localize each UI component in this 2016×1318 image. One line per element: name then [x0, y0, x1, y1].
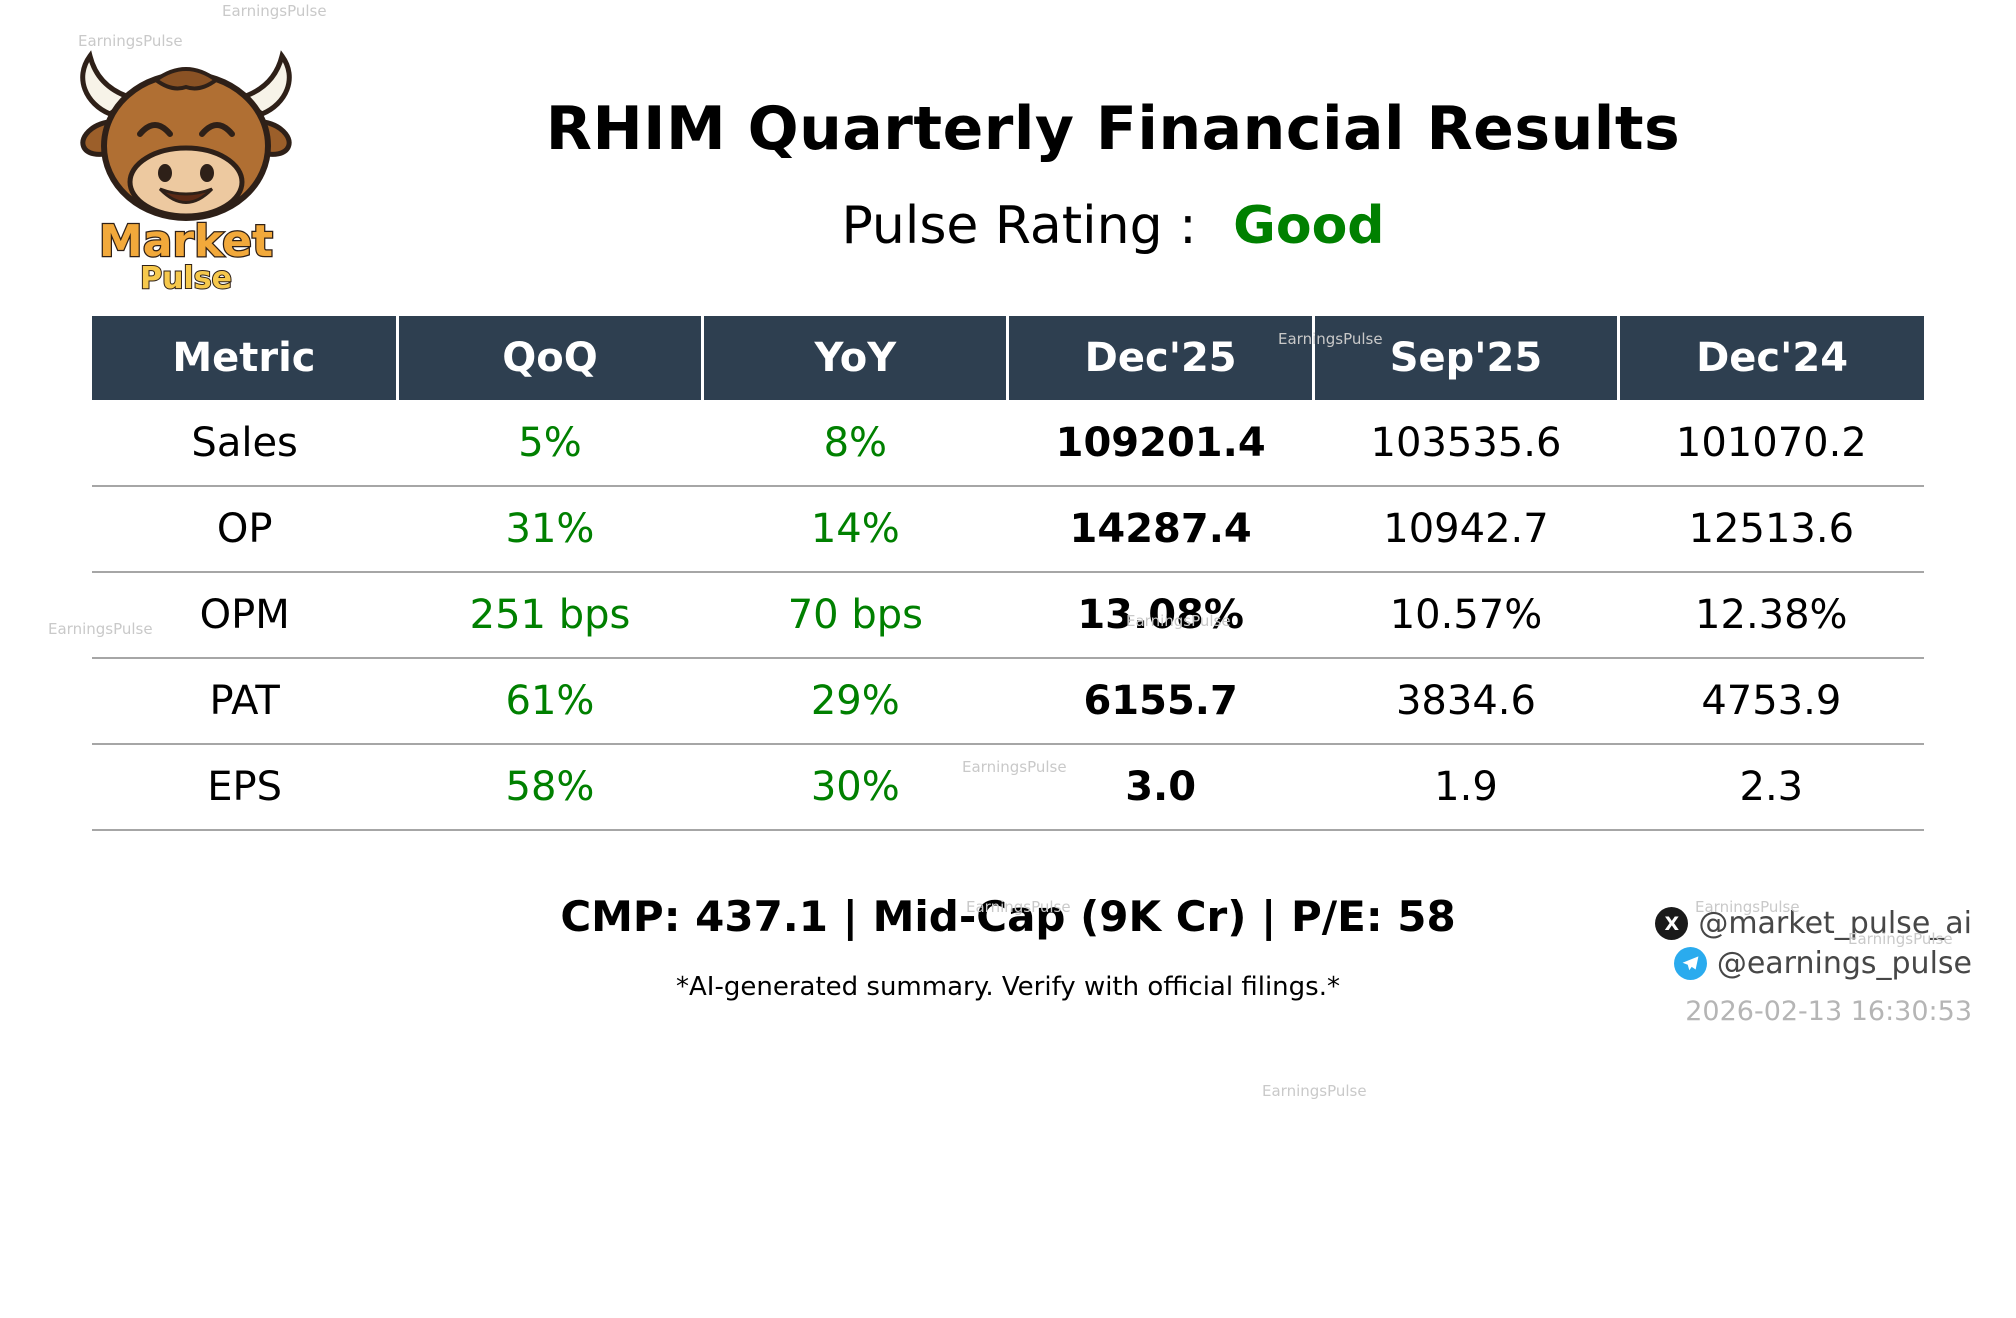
table-row-pat: PAT 61% 29% 6155.7 3834.6 4753.9 [92, 658, 1924, 745]
logo-wordmark-pulse: Pulse [140, 261, 232, 296]
financials-table: Metric QoQ YoY Dec'25 Sep'25 Dec'24 Sale… [92, 316, 1924, 831]
financials-table-wrap: Metric QoQ YoY Dec'25 Sep'25 Dec'24 Sale… [92, 316, 1924, 831]
watermark-text: EarningsPulse [966, 898, 1071, 916]
watermark-text: EarningsPulse [1126, 612, 1231, 630]
metric-cell: Sales [92, 400, 398, 487]
dec25-cell: 14287.4 [1007, 486, 1314, 573]
watermark-text: EarningsPulse [1262, 1082, 1367, 1100]
qoq-cell: 5% [397, 400, 703, 487]
cmp-summary: CMP: 437.1 | Mid-Cap (9K Cr) | P/E: 58 [560, 892, 1456, 941]
yoy-cell: 14% [702, 486, 1008, 573]
column-header-qoq: QoQ [397, 316, 705, 400]
header-row: Metric QoQ YoY Dec'25 Sep'25 Dec'24 [92, 316, 1924, 400]
telegram-icon [1673, 947, 1707, 980]
logo-wordmark-market: Market [99, 216, 273, 267]
x-twitter-icon: X [1655, 907, 1689, 940]
sep25-cell: 10.57% [1313, 572, 1619, 659]
table-row-op: OP 31% 14% 14287.4 10942.7 12513.6 [92, 486, 1924, 573]
metric-cell: PAT [92, 658, 398, 745]
ai-disclaimer: *AI-generated summary. Verify with offic… [676, 972, 1340, 1002]
dec25-cell: 109201.4 [1007, 400, 1314, 487]
watermark-text: EarningsPulse [1278, 330, 1383, 348]
dec24-cell: 2.3 [1618, 744, 1924, 831]
sep25-cell: 3834.6 [1313, 658, 1619, 745]
dec25-cell: 13.08% [1007, 572, 1314, 659]
telegram-handle: @earnings_pulse [1716, 946, 1972, 981]
x-handle: @market_pulse_ai [1698, 906, 1972, 941]
pulse-rating-value: Good [1233, 196, 1385, 256]
metric-cell: OPM [92, 572, 398, 659]
watermark-text: EarningsPulse [1695, 898, 1800, 916]
dec24-cell: 12.38% [1618, 572, 1924, 659]
bull-mascot-icon: Market Pulse [80, 50, 292, 297]
dec25-cell: 3.0 [1007, 744, 1314, 831]
column-header-dec24: Dec'24 [1618, 316, 1924, 400]
table-row-eps: EPS 58% 30% 3.0 1.9 2.3 [92, 744, 1924, 831]
column-header-metric: Metric [92, 316, 399, 400]
column-header-dec25: Dec'25 [1007, 316, 1315, 400]
pulse-rating-line: Pulse Rating : Good [210, 196, 2016, 256]
yoy-cell: 29% [702, 658, 1008, 745]
qoq-cell: 251 bps [397, 572, 703, 659]
x-handle-row: X @market_pulse_ai [1655, 906, 1972, 941]
page-title: RHIM Quarterly Financial Results [545, 94, 1681, 164]
watermark-text: EarningsPulse [222, 2, 327, 20]
pulse-rating-label: Pulse Rating : [841, 196, 1197, 256]
telegram-handle-row: @earnings_pulse [1673, 946, 1972, 981]
qoq-cell: 58% [397, 744, 703, 831]
sep25-cell: 1.9 [1313, 744, 1619, 831]
table-row-sales: Sales 5% 8% 109201.4 103535.6 101070.2 [92, 400, 1924, 487]
dec24-cell: 4753.9 [1618, 658, 1924, 745]
watermark-text: EarningsPulse [962, 758, 1067, 776]
metric-cell: OP [92, 486, 398, 573]
social-block: X @market_pulse_ai @earnings_pulse 2026-… [1655, 906, 1972, 1027]
generated-timestamp: 2026-02-13 16:30:53 [1685, 996, 1972, 1027]
dec24-cell: 12513.6 [1618, 486, 1924, 573]
qoq-cell: 61% [397, 658, 703, 745]
column-header-yoy: YoY [702, 316, 1010, 400]
sep25-cell: 10942.7 [1313, 486, 1619, 573]
market-pulse-logo: Market Pulse [64, 44, 308, 297]
metric-cell: EPS [92, 744, 398, 831]
dec24-cell: 101070.2 [1618, 400, 1924, 487]
yoy-cell: 70 bps [702, 572, 1008, 659]
yoy-cell: 30% [702, 744, 1008, 831]
column-header-sep25: Sep'25 [1313, 316, 1621, 400]
yoy-cell: 8% [702, 400, 1008, 487]
qoq-cell: 31% [397, 486, 703, 573]
dec25-cell: 6155.7 [1007, 658, 1314, 745]
watermark-text: EarningsPulse [78, 32, 183, 50]
sep25-cell: 103535.6 [1313, 400, 1619, 487]
table-row-opm: OPM 251 bps 70 bps 13.08% 10.57% 12.38% [92, 572, 1924, 659]
watermark-text: EarningsPulse [1848, 930, 1953, 948]
watermark-text: EarningsPulse [48, 620, 153, 638]
